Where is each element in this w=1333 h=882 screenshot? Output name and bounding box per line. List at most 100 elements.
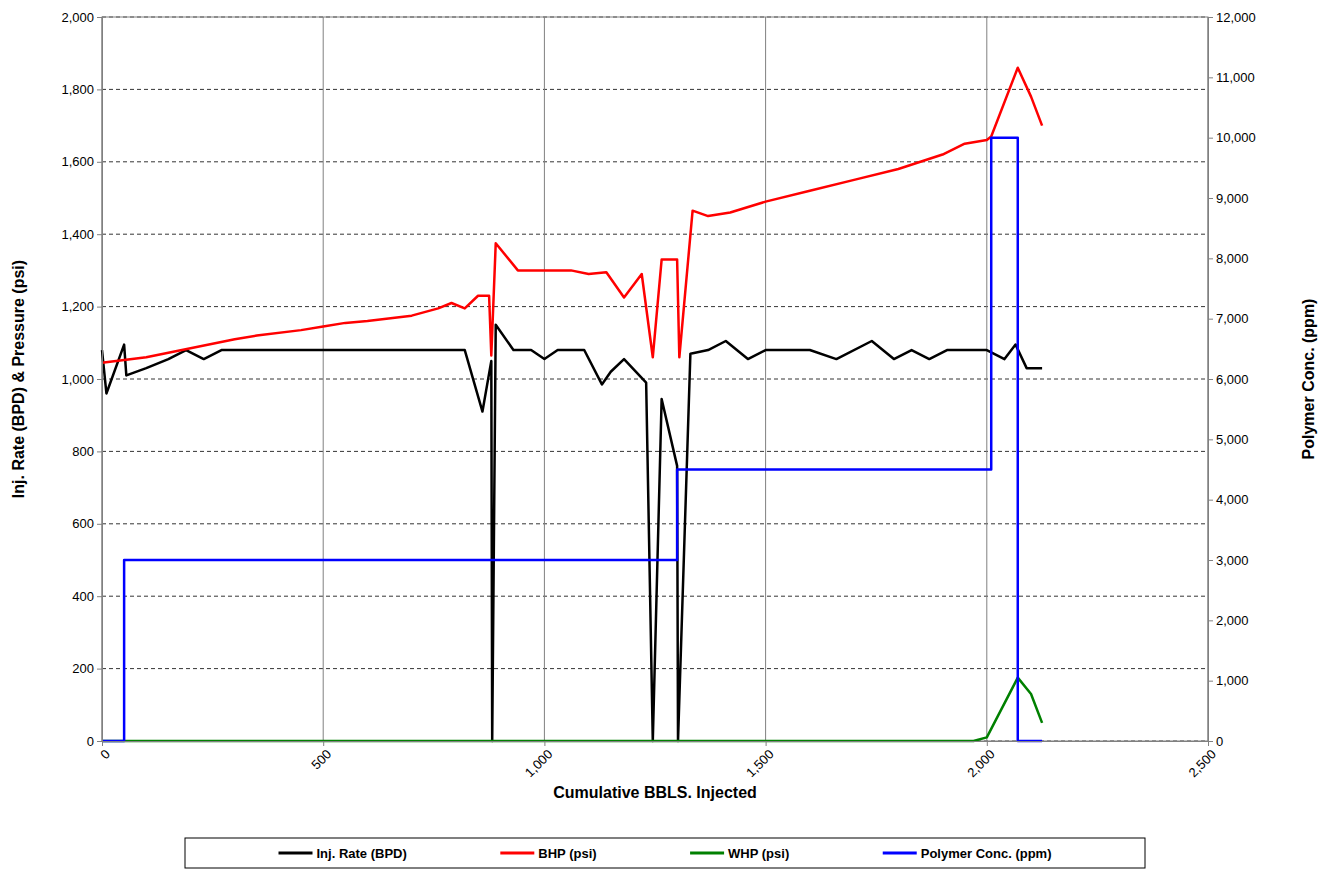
y2-axis-tick-mark bbox=[1208, 500, 1213, 501]
y2-axis-tick-label: 1,000 bbox=[1216, 673, 1249, 688]
x-axis-tick-mark bbox=[323, 741, 324, 746]
y2-axis-tick: 2,000 bbox=[1208, 613, 1249, 628]
grid-line-x bbox=[765, 17, 766, 741]
grid-line-y bbox=[102, 161, 1208, 162]
y2-axis-tick: 6,000 bbox=[1208, 372, 1249, 387]
x-axis-tick-label: 1,000 bbox=[522, 746, 556, 780]
y-axis-tick: 600 bbox=[72, 516, 102, 531]
y-axis-tick: 1,600 bbox=[61, 154, 102, 169]
x-axis-tick-mark bbox=[544, 741, 545, 746]
plot-frame bbox=[102, 17, 1208, 741]
y2-axis-tick-label: 11,000 bbox=[1216, 70, 1255, 85]
y-axis-tick-label: 600 bbox=[72, 516, 94, 531]
legend-label: BHP (psi) bbox=[538, 846, 596, 861]
legend-item: Polymer Conc. (ppm) bbox=[883, 846, 1052, 861]
legend-swatch bbox=[883, 852, 917, 855]
grid-line-y bbox=[102, 451, 1208, 452]
x-axis-tick: 2,500 bbox=[1185, 741, 1219, 780]
grid-line-x bbox=[544, 17, 545, 741]
x-axis-title: Cumulative BBLS. Injected bbox=[553, 784, 757, 801]
y-axis-tick-label: 1,400 bbox=[61, 227, 94, 242]
y-axis-tick-mark bbox=[97, 669, 102, 670]
y-axis-tick: 400 bbox=[72, 589, 102, 604]
legend-label: Polymer Conc. (ppm) bbox=[921, 846, 1052, 861]
legend-box bbox=[185, 838, 1145, 868]
y-axis-tick-label: 1,600 bbox=[61, 154, 94, 169]
y-axis-tick-label: 0 bbox=[87, 734, 94, 749]
y-axis-tick-mark bbox=[97, 17, 102, 18]
y2-axis-title: Polymer Conc. (ppm) bbox=[1300, 299, 1317, 460]
y2-axis-tick: 12,000 bbox=[1208, 10, 1256, 25]
y2-axis-tick-label: 6,000 bbox=[1216, 372, 1249, 387]
x-axis-tick-label: 0 bbox=[97, 746, 113, 762]
grid-line-y bbox=[102, 523, 1208, 524]
grid-line-y bbox=[102, 89, 1208, 90]
y-axis-tick: 1,200 bbox=[61, 299, 102, 314]
y2-axis-tick: 9,000 bbox=[1208, 191, 1249, 206]
y2-axis-tick: 0 bbox=[1208, 734, 1223, 749]
series-line bbox=[102, 138, 1042, 741]
grid bbox=[102, 17, 1208, 741]
y2-axis-tick-mark bbox=[1208, 258, 1213, 259]
y2-axis-tick-label: 9,000 bbox=[1216, 191, 1249, 206]
x-axis-tick: 1,000 bbox=[522, 741, 556, 780]
y2-axis-tick-mark bbox=[1208, 741, 1213, 742]
x-axis-tick-label: 2,000 bbox=[964, 746, 998, 780]
y2-axis-tick-mark bbox=[1208, 77, 1213, 78]
legend-label: Inj. Rate (BPD) bbox=[317, 846, 407, 861]
grid-line-y bbox=[102, 596, 1208, 597]
y2-axis: 0 1,000 2,000 3,000 4,000 5,000 6,000 7,000 8,00… bbox=[1208, 10, 1256, 749]
grid-line-y bbox=[102, 234, 1208, 235]
y-axis-tick-mark bbox=[97, 162, 102, 163]
y-axis-tick: 1,400 bbox=[61, 227, 102, 242]
series-line bbox=[102, 678, 1042, 741]
y2-axis-tick-mark bbox=[1208, 138, 1213, 139]
y2-axis-tick-mark bbox=[1208, 439, 1213, 440]
y2-axis-tick: 1,000 bbox=[1208, 673, 1249, 688]
legend-label: WHP (psi) bbox=[728, 846, 789, 861]
legend-swatch bbox=[690, 852, 724, 855]
grid-line-y bbox=[102, 306, 1208, 307]
y-axis-tick-mark bbox=[97, 524, 102, 525]
y2-axis-tick-label: 12,000 bbox=[1216, 10, 1256, 25]
y2-axis-tick-label: 5,000 bbox=[1216, 432, 1249, 447]
y-axis-tick-mark bbox=[97, 89, 102, 90]
y2-axis-tick: 3,000 bbox=[1208, 553, 1249, 568]
x-axis-tick: 500 bbox=[308, 741, 334, 772]
y-axis-tick: 0 bbox=[87, 734, 102, 749]
y2-axis-tick-label: 8,000 bbox=[1216, 251, 1249, 266]
y-axis-tick-label: 800 bbox=[72, 444, 94, 459]
y-axis-tick-label: 1,000 bbox=[61, 372, 94, 387]
y-axis-tick-mark bbox=[97, 741, 102, 742]
y-axis-tick-mark bbox=[97, 379, 102, 380]
y-axis-tick-mark bbox=[97, 234, 102, 235]
y-axis-tick-label: 1,200 bbox=[61, 299, 94, 314]
x-axis-tick-mark bbox=[766, 741, 767, 746]
x-axis-tick: 0 bbox=[97, 741, 113, 762]
x-axis-tick: 2,000 bbox=[964, 741, 998, 780]
y2-axis-tick: 8,000 bbox=[1208, 251, 1249, 266]
legend-swatch bbox=[279, 852, 313, 855]
legend: Inj. Rate (BPD) BHP (psi) WHP (psi) Polymer… bbox=[185, 838, 1145, 868]
x-axis-line bbox=[103, 742, 1209, 747]
y2-axis-tick: 4,000 bbox=[1208, 492, 1249, 507]
y-axis-tick-label: 1,800 bbox=[61, 82, 94, 97]
y2-axis-tick-label: 7,000 bbox=[1216, 311, 1249, 326]
y-axis-tick: 1,000 bbox=[61, 372, 102, 387]
y2-axis-line bbox=[1209, 18, 1214, 742]
y2-axis-tick-label: 4,000 bbox=[1216, 492, 1249, 507]
y-axis-title: Inj. Rate (BPD) & Pressure (psi) bbox=[10, 260, 27, 498]
y-axis: 0 200 400 600 800 1,000 1,200 1,400 1,600 1,800 2,… bbox=[61, 10, 102, 749]
legend-item: Inj. Rate (BPD) bbox=[279, 846, 407, 861]
y-axis-tick: 1,800 bbox=[61, 82, 102, 97]
grid-line-x bbox=[323, 17, 324, 741]
y2-axis-tick-label: 2,000 bbox=[1216, 613, 1249, 628]
y-axis-tick-label: 200 bbox=[72, 661, 94, 676]
chart: 05001,0001,5002,0002,50002004006008001,0… bbox=[0, 0, 1333, 882]
series-line bbox=[102, 325, 1042, 741]
x-axis-tick-label: 1,500 bbox=[743, 746, 777, 780]
y-axis-tick-label: 2,000 bbox=[61, 10, 94, 25]
y2-axis-tick-mark bbox=[1208, 17, 1213, 18]
grid-line-y bbox=[102, 379, 1208, 380]
x-axis: 0 500 1,000 1,500 2,000 2,500 bbox=[97, 741, 1219, 780]
